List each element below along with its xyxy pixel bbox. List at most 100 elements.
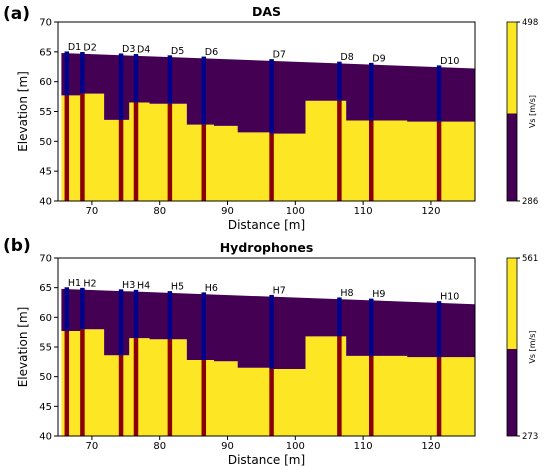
borehole-casing bbox=[118, 119, 124, 201]
y-tick-label: 55 bbox=[39, 107, 52, 118]
chart-title: DAS bbox=[252, 4, 281, 19]
borehole-label: H5 bbox=[171, 282, 184, 293]
x-tick-label: 90 bbox=[221, 441, 234, 452]
borehole-casing bbox=[80, 93, 85, 201]
borehole-sensor-string bbox=[436, 301, 442, 358]
y-tick-label: 65 bbox=[39, 283, 52, 294]
y-tick-label: 50 bbox=[39, 137, 52, 148]
borehole-casing bbox=[133, 102, 139, 201]
chart-title: Hydrophones bbox=[220, 240, 314, 255]
y-axis-label: Elevation [m] bbox=[16, 71, 30, 152]
x-tick-label: 100 bbox=[286, 441, 305, 452]
borehole-label: D6 bbox=[205, 47, 218, 58]
colorbar-low-swatch bbox=[507, 349, 517, 436]
borehole-label: D1 bbox=[68, 42, 81, 53]
borehole-label: D9 bbox=[372, 53, 385, 64]
borehole-sensor-string bbox=[118, 289, 124, 356]
colorbar-high-swatch bbox=[507, 258, 517, 349]
borehole-casing bbox=[64, 95, 70, 201]
colorbar-frame bbox=[506, 21, 518, 202]
y-tick-label: 65 bbox=[39, 47, 52, 58]
colorbar-label: Vs [m/s] bbox=[528, 330, 537, 363]
borehole-sensor-string bbox=[80, 287, 85, 330]
borehole-label: D8 bbox=[340, 52, 353, 63]
panel-label: (b) bbox=[3, 236, 31, 256]
borehole-sensor-string bbox=[369, 298, 374, 356]
borehole-label: H2 bbox=[83, 278, 96, 289]
borehole-label: H7 bbox=[273, 285, 286, 296]
borehole-sensor-string bbox=[64, 51, 70, 96]
borehole-label: D7 bbox=[273, 50, 286, 61]
x-tick-label: 110 bbox=[354, 441, 373, 452]
borehole-label: H4 bbox=[137, 280, 150, 291]
borehole-sensor-string bbox=[133, 289, 139, 339]
borehole-sensor-string bbox=[80, 52, 85, 94]
y-tick-label: 45 bbox=[39, 167, 52, 178]
x-axis-label: Distance [m] bbox=[228, 218, 305, 232]
borehole-sensor-string bbox=[167, 55, 173, 104]
borehole-label: D3 bbox=[122, 44, 135, 55]
borehole-casing bbox=[167, 339, 173, 436]
borehole-label: H3 bbox=[122, 280, 135, 291]
colorbar-frame bbox=[506, 257, 518, 437]
borehole-casing bbox=[269, 368, 274, 436]
borehole-casing bbox=[436, 121, 442, 201]
y-tick-label: 40 bbox=[39, 432, 52, 443]
x-tick-label: 80 bbox=[153, 441, 166, 452]
borehole-sensor-string bbox=[269, 294, 274, 369]
x-tick-label: 100 bbox=[286, 206, 305, 217]
x-tick-label: 90 bbox=[221, 206, 234, 217]
borehole-label: H6 bbox=[205, 283, 218, 294]
x-tick-label: 70 bbox=[86, 206, 99, 217]
borehole-label: H10 bbox=[440, 292, 459, 303]
y-tick-label: 40 bbox=[39, 197, 52, 208]
borehole-casing bbox=[337, 336, 342, 436]
x-tick-label: 110 bbox=[354, 206, 373, 217]
y-tick-label: 55 bbox=[39, 343, 52, 354]
borehole-label: D4 bbox=[137, 45, 150, 56]
colorbar-max-label: 561 bbox=[522, 254, 538, 264]
y-tick-label: 60 bbox=[39, 313, 52, 324]
borehole-sensor-string bbox=[133, 54, 139, 103]
panel-hydrophones: (b) Hydrophones H1 H2 H3 H4 H5 H6 H7 H8 H9 H10 70 80 9… bbox=[3, 236, 538, 467]
x-axis-label: Distance [m] bbox=[228, 453, 305, 467]
colorbar-max-label: 498 bbox=[522, 18, 538, 28]
colorbar-min-label: 286 bbox=[522, 197, 538, 207]
borehole-casing bbox=[201, 124, 207, 201]
borehole-sensor-string bbox=[201, 56, 207, 125]
colorbar-label: Vs [m/s] bbox=[528, 95, 537, 128]
x-tick-label: 80 bbox=[153, 206, 166, 217]
borehole-casing bbox=[201, 360, 207, 436]
y-tick-label: 70 bbox=[39, 254, 52, 265]
borehole-casing bbox=[369, 120, 374, 201]
colorbar-high-swatch bbox=[507, 22, 517, 114]
borehole-casing bbox=[80, 329, 85, 436]
borehole-casing bbox=[369, 355, 374, 436]
x-tick-label: 120 bbox=[421, 206, 440, 217]
y-tick-label: 45 bbox=[39, 402, 52, 413]
panel-das: (a) DAS D1 D2 D3 D4 D5 D6 D7 D8 D9 D10 70 80 90 100 110 1… bbox=[3, 4, 538, 232]
borehole-sensor-string bbox=[201, 292, 207, 361]
borehole-sensor-string bbox=[167, 291, 173, 340]
borehole-sensor-string bbox=[269, 59, 274, 134]
borehole-label: H1 bbox=[68, 278, 81, 289]
borehole-casing bbox=[64, 330, 70, 436]
borehole-casing bbox=[167, 103, 173, 201]
borehole-label: D5 bbox=[171, 46, 184, 57]
borehole-sensor-string bbox=[118, 53, 124, 120]
borehole-sensor-string bbox=[369, 62, 374, 121]
borehole-casing bbox=[269, 133, 274, 201]
borehole-label: H9 bbox=[372, 289, 385, 300]
borehole-label: D2 bbox=[83, 43, 96, 54]
borehole-casing bbox=[133, 338, 139, 436]
y-axis-label: Elevation [m] bbox=[16, 307, 30, 388]
borehole-label: D10 bbox=[440, 56, 459, 67]
borehole-casing bbox=[337, 100, 342, 201]
colorbar-low-swatch bbox=[507, 113, 517, 201]
borehole-casing bbox=[118, 355, 124, 436]
x-tick-label: 70 bbox=[86, 441, 99, 452]
borehole-sensor-string bbox=[337, 61, 342, 101]
borehole-sensor-string bbox=[436, 65, 442, 122]
borehole-label: H8 bbox=[340, 288, 353, 299]
